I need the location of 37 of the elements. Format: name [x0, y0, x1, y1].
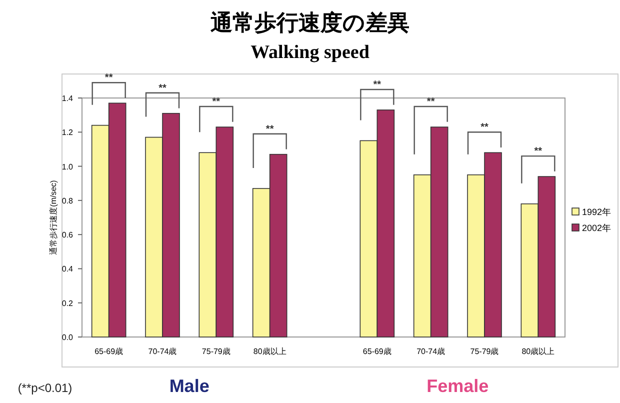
x-tick-label: 75-79歳 — [470, 347, 499, 356]
annotation: ** — [426, 96, 435, 108]
bracket: ** — [92, 72, 126, 105]
y-tick-label: 1.2 — [62, 128, 74, 138]
x-tick-label: 65-69歳 — [94, 347, 124, 356]
y-tick-label: 1.0 — [62, 162, 74, 172]
x-tick-label: 80歳以上 — [522, 347, 555, 356]
x-tick-label: 70-74歳 — [148, 347, 177, 356]
text: (**p<0.01) — [18, 381, 72, 395]
bracket: ** — [467, 122, 502, 154]
y-tick-label: 0.2 — [62, 298, 74, 308]
bracket: ** — [521, 146, 556, 184]
annotation: ** — [212, 96, 220, 108]
bracket: ** — [360, 79, 394, 120]
annotation: ** — [480, 122, 488, 134]
legend-label: 1992年 — [582, 207, 612, 217]
chart-title: 通常歩行速度の差異 — [210, 10, 410, 35]
y-tick-label: 0.4 — [62, 264, 74, 274]
x-tick-label: 80歳以上 — [253, 347, 286, 356]
x-tick-label: 75-79歳 — [202, 347, 230, 356]
y-tick-label: 1.4 — [62, 94, 74, 103]
annotation: ** — [266, 124, 274, 135]
legend-label: 2002年 — [582, 223, 612, 233]
text: Female — [426, 376, 489, 396]
bracket: ** — [145, 82, 180, 117]
text: Male — [169, 376, 210, 396]
annotation: ** — [534, 146, 542, 158]
bracket: ** — [252, 124, 287, 168]
chart-subtitle: Walking speed — [250, 42, 370, 63]
y-axis-title: 通常歩行速度(m/sec) — [49, 180, 58, 255]
y-tick-label: 0.0 — [62, 333, 74, 342]
x-tick-label: 65-69歳 — [362, 347, 392, 356]
y-tick-label: 0.6 — [62, 230, 74, 240]
bracket: ** — [414, 96, 448, 154]
bracket: ** — [199, 96, 234, 132]
y-tick-label: 0.8 — [62, 196, 74, 206]
x-tick-label: 70-74歳 — [416, 347, 446, 356]
